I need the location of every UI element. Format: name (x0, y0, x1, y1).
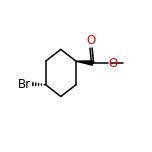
Polygon shape (76, 61, 93, 65)
Text: O: O (86, 34, 96, 47)
Text: O: O (108, 57, 117, 69)
Text: Br: Br (18, 78, 31, 91)
